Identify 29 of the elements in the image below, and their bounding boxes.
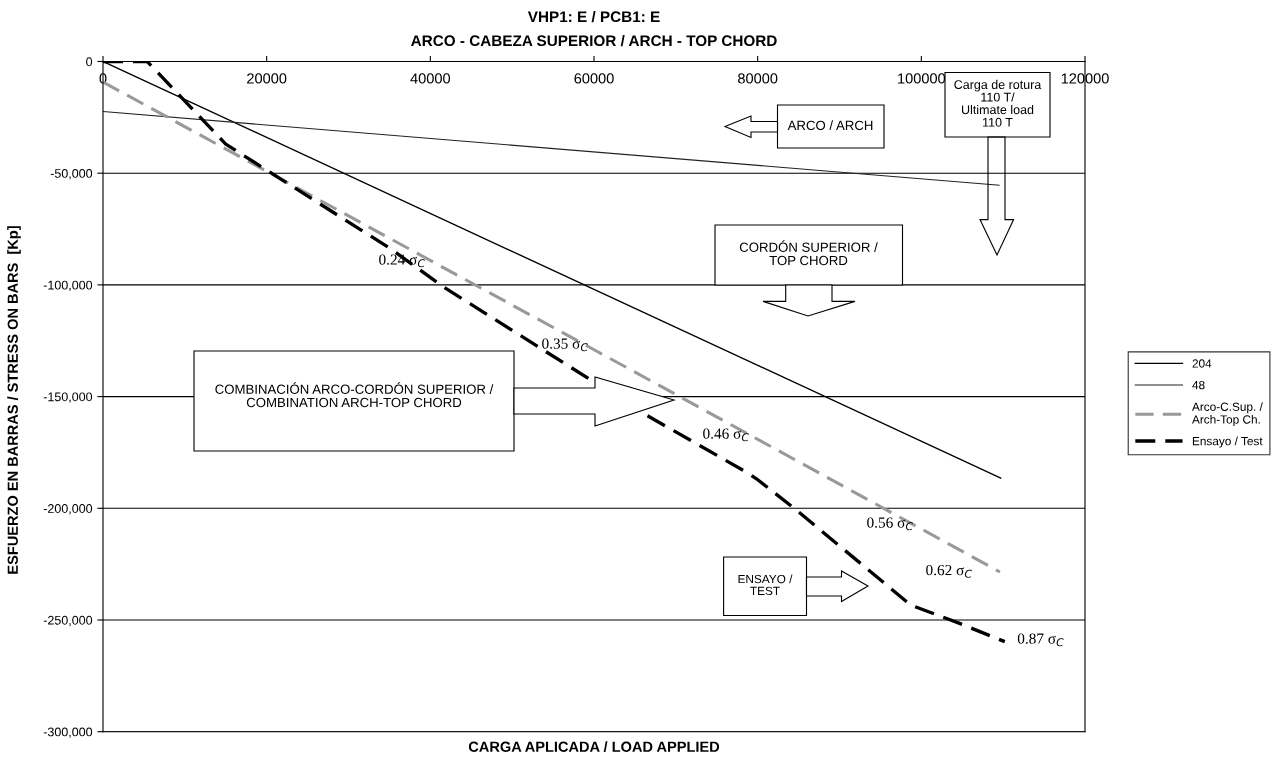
annotation: 0.56 σ$_{C}$ [867,517,913,531]
x-tick-label: 20000 [247,73,287,84]
annotation: ARCO / ARCH [787,120,873,131]
chart-subtitle: ARCO - CABEZA SUPERIOR / ARCH - TOP CHORD [411,34,777,47]
annotation: 0.87 σ$_{C}$ [1017,633,1064,647]
y-tick-label: -250,000 [43,615,93,627]
legend-label: 48 [1192,380,1205,390]
annotation: 0.35 σ$_{C}$ [542,338,588,352]
y-tick-label: -150,000 [43,392,93,403]
chart-title: VHP1: E / PCB1: E [527,10,660,23]
y-tick-label: -100,000 [43,280,93,292]
x-tick-label: 40000 [410,73,451,84]
y-tick-label: -50,000 [50,169,93,180]
y-axis-title: ESFUERZO EN BARRAS / STRESS ON BARS [Kp] [7,226,21,574]
x-axis-title: CARGA APLICADA / LOAD APPLIED [468,741,720,753]
legend-label: 204 [1192,359,1212,368]
annotation: 0.46 σ$_{C}$ [703,428,749,442]
annotation: ENSAYO / TEST [738,574,793,596]
annotation: COMBINACIÓN ARCO-CORDÓN SUPERIOR / COMBINATION ARCH-TOP CHORD [215,382,494,408]
annotation: 0.62 σ$_{C}$ [926,564,972,578]
legend-label: Ensayo / Test [1192,436,1263,448]
x-tick-label: 80000 [738,73,778,84]
y-tick-label: 0 [86,57,93,67]
legend-label: Arco-C.Sup. / Arch-Top Ch. [1191,402,1263,426]
y-tick-label: -300,000 [43,727,93,738]
annotation: Carga de rotura 110 T/ Ultimate load 110 T [954,79,1042,127]
annotation: CORDÓN SUPERIOR / TOP CHORD [739,240,878,266]
x-tick-label: 60000 [574,73,614,84]
y-tick-label: -200,000 [43,504,93,515]
